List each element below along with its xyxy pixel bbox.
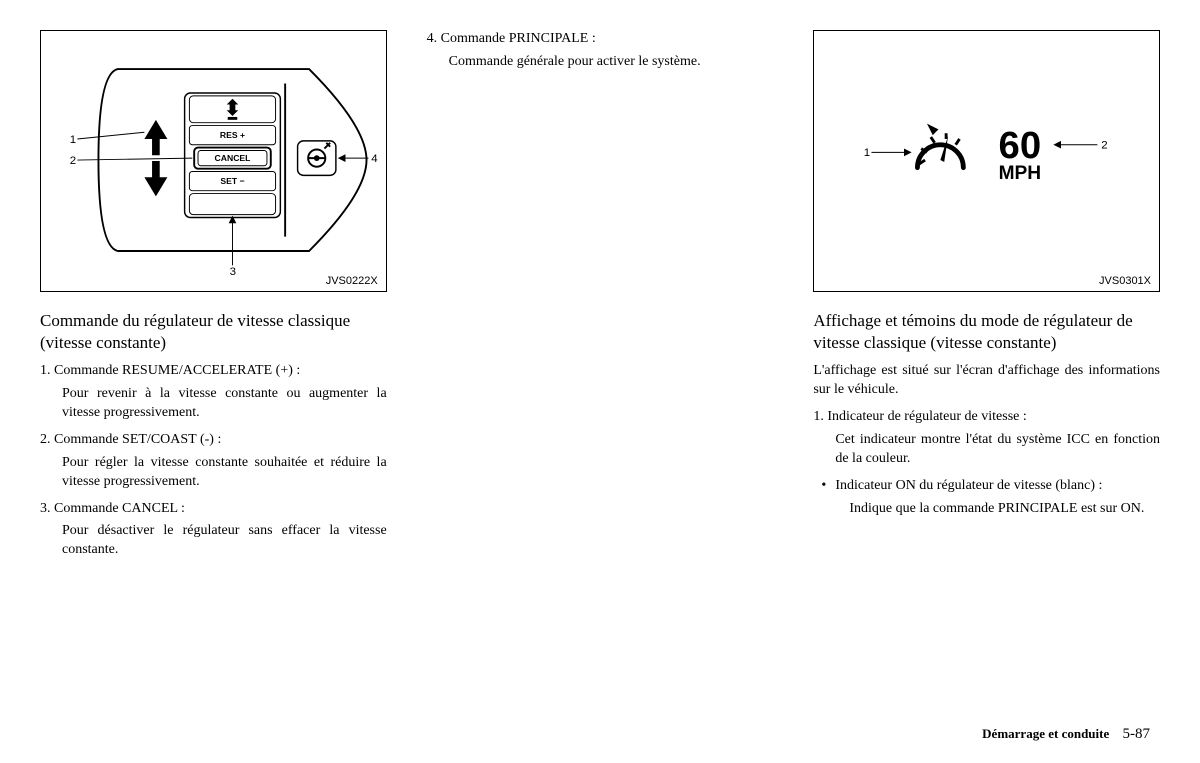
figure-2: 60 MPH 1 2 JVS0301X [813,30,1160,292]
figure-2-svg: 60 MPH 1 2 [814,31,1159,291]
footer-page: 5-87 [1123,726,1151,742]
section-title-1: Commande du régulateur de vitesse classi… [40,310,387,354]
callout-2: 2 [1102,140,1108,152]
list-item: 1. Commande RESUME/ACCELERATE (+) : [40,362,387,381]
callout-4: 4 [371,153,378,165]
section-title-2: Affichage et témoins du mode de régulate… [813,310,1160,354]
figure-1-code: JVS0222X [326,275,378,287]
speed-unit: MPH [999,163,1042,184]
list-item: 3. Commande CANCEL : [40,500,387,519]
column-3: 60 MPH 1 2 JVS0301X Affichage et témoins… [813,30,1160,568]
set-label: SET − [220,176,244,186]
column-1: RES + CANCEL SET − [40,30,387,568]
bullet-item: Indicateur ON du régulateur de vitesse (… [813,477,1160,496]
col3-body: L'affichage est situé sur l'écran d'affi… [813,362,1160,518]
list-2: 4. Commande PRINCIPALE : Commande généra… [427,30,774,72]
callout-2: 2 [70,155,76,167]
list-1: 1. Commande RESUME/ACCELERATE (+) : Pour… [40,362,387,560]
page-footer: Démarrage et conduite 5-87 [982,726,1150,743]
figure-2-code: JVS0301X [1099,275,1151,287]
figure-1: RES + CANCEL SET − [40,30,387,292]
callout-1: 1 [864,147,870,159]
res-label: RES + [220,130,245,140]
speedometer-icon [918,124,964,168]
column-2: 4. Commande PRINCIPALE : Commande généra… [427,30,774,568]
callout-1: 1 [70,134,76,146]
footer-section: Démarrage et conduite [982,726,1109,741]
intro-text: L'affichage est situé sur l'écran d'affi… [813,362,1160,400]
figure-1-svg: RES + CANCEL SET − [41,31,386,291]
list-item: 2. Commande SET/COAST (-) : [40,431,387,450]
list-item: 4. Commande PRINCIPALE : [427,30,774,49]
list-item: 1. Indicateur de régulateur de vitesse : [813,408,1160,427]
speed-value: 60 [999,124,1042,167]
cancel-label: CANCEL [215,153,251,163]
callout-3: 3 [230,266,236,278]
